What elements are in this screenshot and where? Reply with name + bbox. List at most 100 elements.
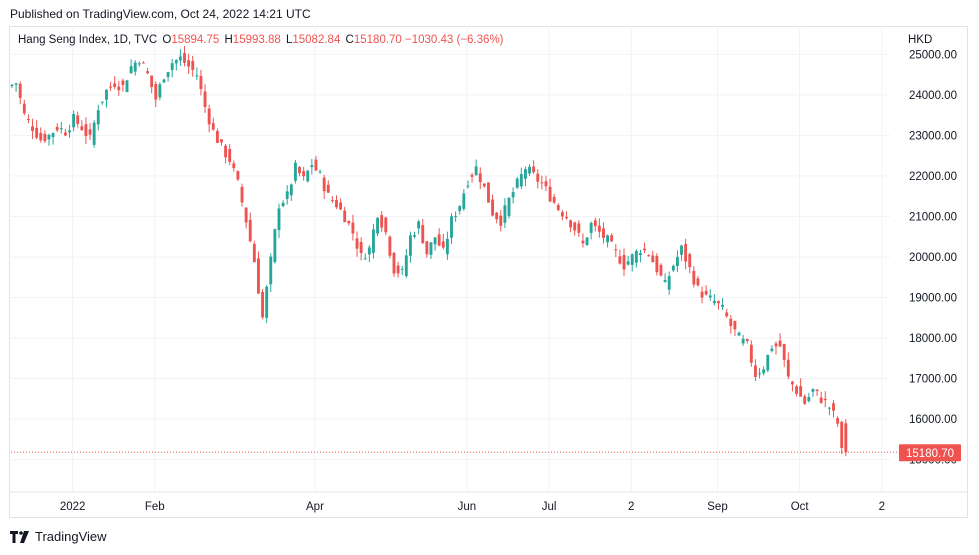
candle-body bbox=[376, 217, 380, 234]
candle-body bbox=[26, 119, 30, 121]
candle-body bbox=[565, 216, 568, 219]
candle-body bbox=[593, 220, 597, 227]
candlestick-chart[interactable]: 15000.0016000.0017000.0018000.0019000.00… bbox=[9, 26, 968, 518]
candle-body bbox=[844, 423, 848, 453]
candle-body bbox=[100, 101, 104, 103]
candle-body bbox=[786, 359, 790, 377]
candle-body bbox=[671, 265, 675, 271]
candle-body bbox=[183, 53, 186, 63]
candle-body bbox=[273, 229, 277, 263]
candle-body bbox=[651, 255, 655, 263]
candle-body bbox=[113, 83, 117, 87]
candle-body bbox=[655, 255, 659, 273]
candle-body bbox=[643, 248, 646, 251]
candle-body bbox=[770, 348, 774, 352]
candle-body bbox=[667, 276, 671, 290]
candle-body bbox=[211, 123, 215, 130]
candle-body bbox=[532, 166, 536, 173]
candle-body bbox=[129, 66, 133, 73]
price-tick-label: 19000.00 bbox=[909, 292, 957, 304]
candle-body bbox=[18, 83, 22, 98]
price-tick-label: 18000.00 bbox=[909, 333, 957, 345]
candle-body bbox=[367, 247, 371, 255]
candle-body bbox=[749, 344, 753, 363]
candle-body bbox=[754, 365, 757, 377]
candle-body bbox=[404, 255, 408, 277]
candle-body bbox=[523, 169, 527, 179]
candle-body bbox=[232, 163, 236, 169]
candle-body bbox=[544, 181, 548, 187]
candle-body bbox=[552, 196, 556, 203]
candle-body bbox=[462, 193, 466, 209]
legend-symbol[interactable]: Hang Seng Index, 1D, TVC bbox=[18, 34, 158, 46]
candle-body bbox=[725, 312, 729, 317]
candle-body bbox=[569, 220, 573, 228]
legend-open-label: O bbox=[162, 34, 172, 46]
candle-body bbox=[154, 84, 158, 100]
time-tick-label: 2 bbox=[879, 501, 885, 513]
candle-body bbox=[733, 320, 737, 330]
tradingview-brand[interactable]: TradingView bbox=[10, 529, 107, 544]
candle-body bbox=[441, 241, 445, 248]
chart-legend: Hang Seng Index, 1D, TVC O15894.75 H1599… bbox=[18, 34, 504, 46]
candle-body bbox=[778, 340, 782, 347]
last-price-badge bbox=[899, 444, 961, 462]
candle-body bbox=[76, 115, 80, 124]
candle-body bbox=[384, 217, 388, 233]
candle-body bbox=[388, 236, 392, 256]
candle-body bbox=[450, 216, 453, 238]
candle-body bbox=[511, 192, 515, 198]
candle-body bbox=[408, 235, 412, 256]
candle-body bbox=[298, 167, 301, 174]
candle-body bbox=[400, 268, 404, 270]
candle-body bbox=[109, 86, 113, 88]
candle-body bbox=[417, 221, 421, 229]
time-tick-label: Feb bbox=[145, 501, 165, 513]
candle-body bbox=[515, 178, 519, 188]
price-tick-label: 20000.00 bbox=[909, 252, 957, 264]
candle-body bbox=[433, 237, 437, 245]
candle-body bbox=[704, 290, 708, 295]
candle-body bbox=[548, 186, 552, 202]
candle-body bbox=[96, 110, 100, 125]
candle-body bbox=[240, 186, 244, 203]
candle-body bbox=[482, 183, 486, 187]
candle-body bbox=[696, 278, 700, 286]
legend-close-value: 15180.70 bbox=[353, 34, 402, 46]
candle-body bbox=[585, 237, 589, 246]
candle-body bbox=[519, 173, 523, 187]
candle-body bbox=[261, 291, 264, 318]
candle-body bbox=[55, 126, 59, 131]
candle-body bbox=[445, 238, 449, 255]
time-tick-label: 2022 bbox=[60, 501, 86, 513]
candle-body bbox=[774, 343, 778, 347]
legend-close-label: C bbox=[345, 34, 354, 46]
candle-body bbox=[68, 130, 71, 133]
candle-body bbox=[215, 131, 219, 143]
candle-body bbox=[203, 91, 207, 108]
time-tick-label: 2 bbox=[628, 501, 634, 513]
last-price-label: 15180.70 bbox=[906, 448, 954, 460]
candle-body bbox=[803, 396, 807, 404]
candle-body bbox=[224, 145, 228, 158]
candle-body bbox=[335, 199, 338, 208]
candle-body bbox=[343, 210, 347, 223]
time-tick-label: Jun bbox=[458, 501, 477, 513]
candle-body bbox=[137, 63, 141, 65]
candle-body bbox=[429, 242, 433, 255]
candle-body bbox=[618, 256, 622, 264]
candle-body bbox=[762, 369, 766, 374]
candle-body bbox=[285, 191, 289, 199]
candle-body bbox=[597, 225, 601, 232]
legend-high-label: H bbox=[224, 34, 233, 46]
candle-body bbox=[47, 134, 51, 140]
candle-body bbox=[314, 159, 318, 171]
candle-body bbox=[51, 133, 55, 138]
candle-body bbox=[84, 124, 88, 136]
candle-body bbox=[265, 286, 269, 318]
candle-body bbox=[741, 338, 745, 344]
candle-body bbox=[556, 205, 560, 210]
candle-body bbox=[577, 223, 581, 233]
candle-body bbox=[712, 300, 716, 304]
candle-body bbox=[269, 256, 273, 285]
